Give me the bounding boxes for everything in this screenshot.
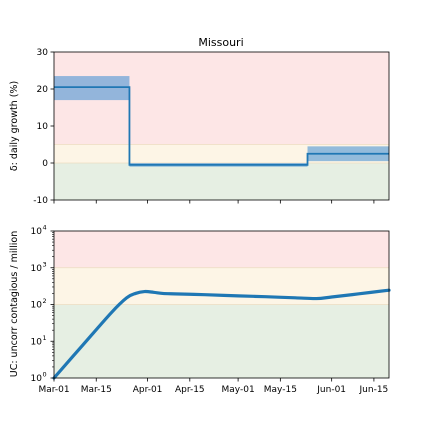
- bottom-band-1: [54, 267, 389, 305]
- bottom-lines: [52, 288, 391, 380]
- bottom-xtick-label: May-01: [222, 385, 255, 395]
- top-bands: [54, 52, 389, 200]
- bottom-xtick-label: Mar-01: [38, 385, 69, 395]
- bottom-band-0: [54, 304, 389, 378]
- ci-band-0: [54, 76, 130, 101]
- bottom-ytick-label: 10: [31, 301, 43, 311]
- top-ytick-label: 0: [42, 159, 48, 169]
- bottom-ytick-label: 10: [31, 374, 43, 384]
- bottom-xtick-label: Jun-01: [316, 385, 346, 395]
- top-ytick-label: 30: [37, 48, 49, 58]
- bottom-ytick-exponent: 1: [43, 334, 47, 342]
- bottom-ytick-label: 10: [31, 337, 43, 347]
- top-panel: -10 0 10 20 30 δ: daily growth (%): [9, 48, 390, 206]
- bottom-ytick-label: 10: [31, 227, 43, 237]
- bottom-bands: [54, 231, 389, 378]
- top-ytick-label: 20: [37, 85, 49, 95]
- top-ylabel: δ: daily growth (%): [9, 81, 20, 171]
- top-yticks: -10 0 10 20 30: [33, 48, 54, 206]
- chart-title: Missouri: [198, 36, 243, 49]
- top-xticks: [53, 200, 375, 204]
- growth-line: [54, 86, 389, 166]
- bottom-ytick-exponent: 0: [43, 371, 47, 379]
- bottom-xtick-label: May-15: [264, 385, 297, 395]
- bottom-ytick-exponent: 3: [43, 260, 47, 268]
- bottom-ylabel: UC: uncorr contagious / million: [9, 231, 20, 378]
- top-ytick-label: -10: [33, 196, 48, 206]
- bottom-band-2: [54, 231, 389, 268]
- bottom-xtick-label: Mar-15: [81, 385, 112, 395]
- bottom-ytick-label: 10: [31, 264, 43, 274]
- top-band-1: [54, 144, 389, 163]
- bottom-xtick-label: Apr-15: [175, 385, 205, 395]
- bottom-xtick-label: Apr-01: [133, 385, 163, 395]
- bottom-ytick-exponent: 4: [43, 224, 47, 232]
- top-lines: [54, 86, 389, 166]
- contagious-line: [52, 288, 391, 380]
- bottom-ytick-exponent: 2: [43, 297, 47, 305]
- bottom-xtick-label: Jun-15: [359, 385, 389, 395]
- top-ytick-label: 10: [37, 122, 49, 132]
- bottom-xticks: Mar-01 Mar-15 Apr-01 Apr-15 May-01 May-15 Jun-…: [38, 378, 388, 395]
- top-band-0: [54, 163, 389, 200]
